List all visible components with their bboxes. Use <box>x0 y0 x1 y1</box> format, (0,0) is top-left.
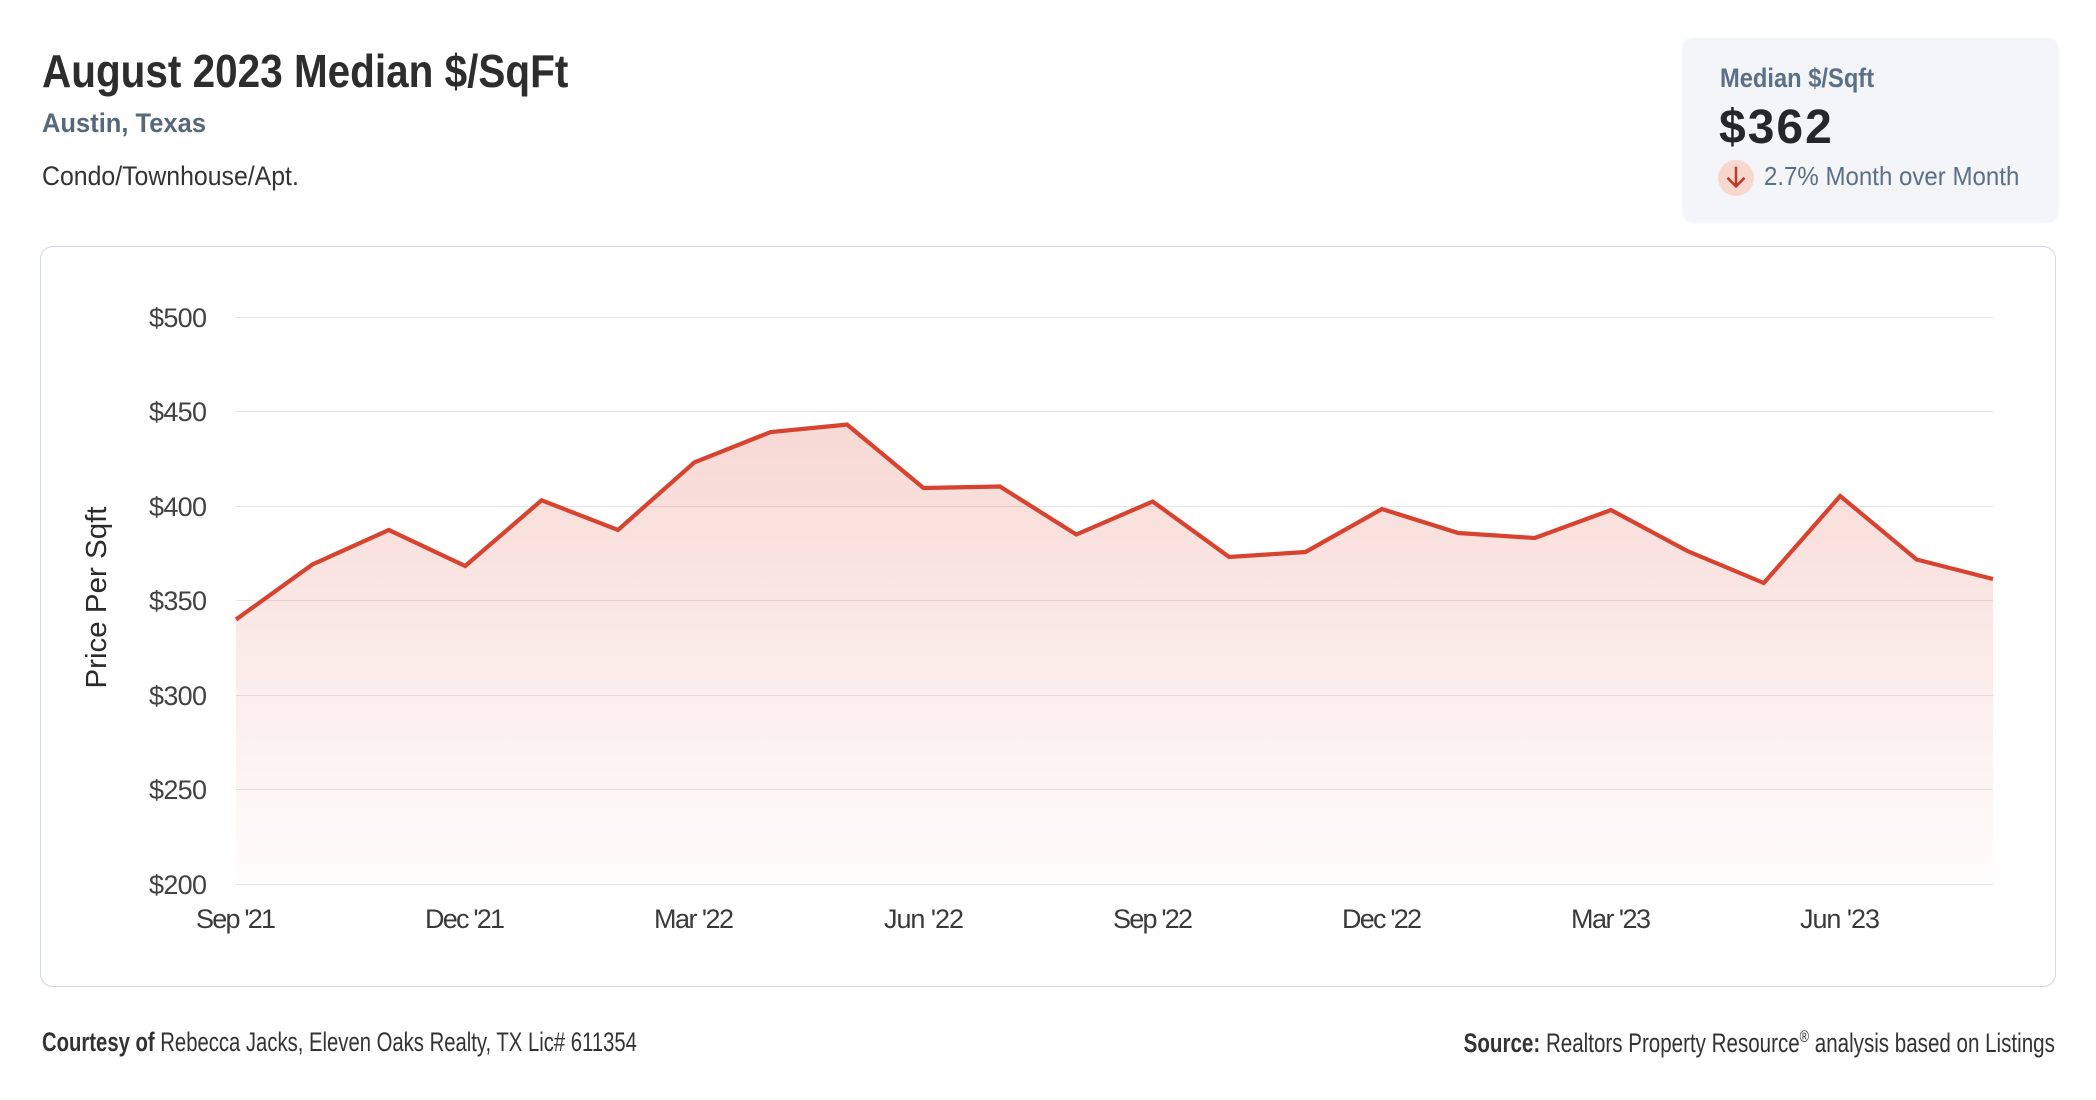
svg-text:$500: $500 <box>149 303 207 333</box>
svg-text:Dec '21: Dec '21 <box>425 904 505 934</box>
svg-text:$250: $250 <box>149 775 207 805</box>
svg-text:Jun '22: Jun '22 <box>884 904 964 934</box>
svg-text:Mar '22: Mar '22 <box>654 904 734 934</box>
svg-text:Dec '22: Dec '22 <box>1342 904 1422 934</box>
svg-text:$450: $450 <box>149 397 207 427</box>
svg-text:$200: $200 <box>149 870 207 900</box>
svg-text:Price Per Sqft: Price Per Sqft <box>81 507 113 689</box>
svg-text:Sep '21: Sep '21 <box>196 904 276 934</box>
svg-text:Sep '22: Sep '22 <box>1113 904 1193 934</box>
svg-text:$350: $350 <box>149 586 207 616</box>
svg-text:Jun '23: Jun '23 <box>1800 904 1880 934</box>
svg-text:Mar '23: Mar '23 <box>1571 904 1651 934</box>
svg-text:$400: $400 <box>149 492 207 522</box>
svg-text:$300: $300 <box>149 681 207 711</box>
